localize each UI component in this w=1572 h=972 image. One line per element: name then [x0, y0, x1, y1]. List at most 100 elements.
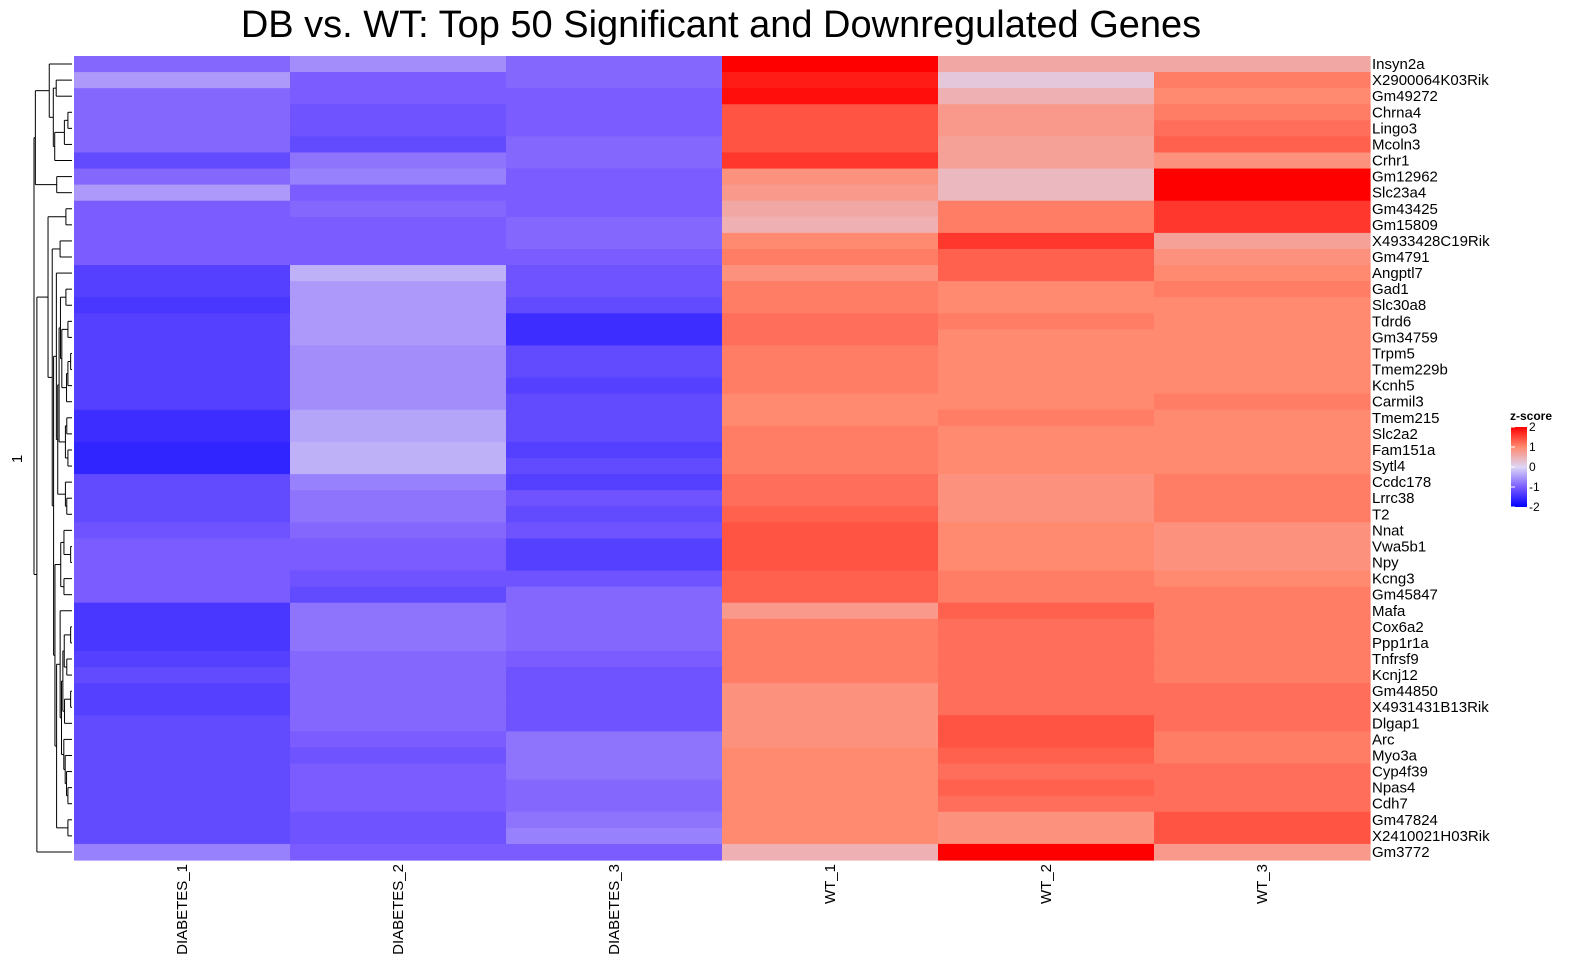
heatmap-cell	[722, 618, 939, 636]
gene-label: Tdrd6	[1372, 313, 1411, 330]
heatmap-cell	[506, 731, 723, 749]
heatmap-cell	[74, 56, 291, 73]
heatmap-cell	[1154, 329, 1371, 347]
heatmap-cell	[290, 538, 507, 556]
heatmap-cell	[74, 779, 291, 797]
heatmap-cell	[722, 216, 939, 234]
heatmap-cell	[1154, 634, 1371, 652]
heatmap-cell	[506, 136, 723, 154]
heatmap-cell	[506, 650, 723, 668]
heatmap-cell	[74, 522, 291, 539]
heatmap-cell	[1154, 554, 1371, 572]
gene-label: Mcoln3	[1372, 136, 1420, 153]
sample-label: DIABETES_3	[606, 864, 623, 955]
heatmap-cell	[722, 506, 939, 523]
heatmap-cell	[722, 313, 939, 330]
heatmap-cell	[1154, 313, 1371, 330]
heatmap-cell	[74, 811, 291, 829]
heatmap-cell	[1154, 522, 1371, 539]
heatmap-cell	[938, 747, 1155, 765]
heatmap-cell	[938, 490, 1155, 507]
heatmap-cell	[1154, 409, 1371, 427]
heatmap-cell	[74, 538, 291, 556]
heatmap-cell	[722, 345, 939, 363]
sample-label: DIABETES_2	[390, 864, 407, 955]
heatmap-cell	[506, 602, 723, 620]
gene-label: Tnfrsf9	[1372, 651, 1419, 668]
gene-labels: Insyn2aX2900064K03RikGm49272Chrna4Lingo3…	[1372, 56, 1490, 861]
heatmap-cell	[290, 699, 507, 716]
heatmap-cell	[290, 425, 507, 443]
heatmap-cell	[1154, 297, 1371, 314]
legend-tick-label: -1	[1529, 480, 1540, 494]
heatmap-cell	[290, 361, 507, 379]
heatmap-cell	[506, 634, 723, 652]
heatmap-cell	[722, 393, 939, 411]
sample-label: WT_1	[822, 864, 839, 904]
heatmap-cell	[74, 490, 291, 507]
heatmap-cell	[290, 248, 507, 266]
heatmap-cell	[506, 120, 723, 137]
heatmap-cell	[290, 216, 507, 234]
heatmap-cell	[722, 168, 939, 186]
gene-label: Gm15809	[1372, 217, 1438, 234]
heatmap-cell	[506, 200, 723, 218]
heatmap-cell	[722, 474, 939, 491]
heatmap-cell	[938, 56, 1155, 73]
heatmap-cell	[1154, 795, 1371, 813]
heatmap-cell	[506, 88, 723, 105]
heatmap-cell	[290, 779, 507, 797]
gene-label: Lingo3	[1372, 120, 1417, 137]
heatmap-cell	[74, 72, 291, 89]
heatmap-cells	[74, 56, 1371, 861]
heatmap-cell	[1154, 281, 1371, 298]
heatmap-cell	[938, 232, 1155, 250]
heatmap-cell	[74, 168, 291, 186]
heatmap-cell	[722, 329, 939, 347]
heatmap-cell	[1154, 667, 1371, 684]
gene-label: Gad1	[1372, 281, 1409, 298]
heatmap-cell	[938, 313, 1155, 330]
heatmap-cell	[290, 715, 507, 732]
heatmap-cell	[290, 393, 507, 411]
heatmap-cell	[938, 650, 1155, 668]
heatmap-cell	[74, 200, 291, 218]
gene-label: T2	[1372, 506, 1390, 523]
heatmap-cell	[1154, 618, 1371, 636]
heatmap-cell	[74, 393, 291, 411]
heatmap-cell	[74, 570, 291, 588]
heatmap-cell	[74, 281, 291, 298]
heatmap-cell	[1154, 232, 1371, 250]
heatmap-cell	[506, 699, 723, 716]
heatmap-cell	[1154, 216, 1371, 234]
sample-label: DIABETES_1	[174, 864, 191, 955]
heatmap-cell	[506, 441, 723, 459]
heatmap-cell	[290, 297, 507, 314]
heatmap-cell	[1154, 506, 1371, 523]
heatmap-cell	[938, 329, 1155, 347]
heatmap-cell	[722, 361, 939, 379]
heatmap-cell	[74, 667, 291, 684]
heatmap-cell	[938, 441, 1155, 459]
heatmap-cell	[1154, 715, 1371, 732]
heatmap-cell	[938, 731, 1155, 749]
heatmap-cell	[506, 281, 723, 298]
heatmap-cell	[722, 586, 939, 604]
heatmap-cell	[938, 265, 1155, 282]
heatmap-cell	[938, 377, 1155, 395]
heatmap-cell	[1154, 393, 1371, 411]
gene-label: Angptl7	[1372, 265, 1423, 282]
gene-label: Crhr1	[1372, 153, 1410, 170]
heatmap-cell	[1154, 490, 1371, 507]
heatmap-cell	[506, 377, 723, 395]
heatmap-cell	[938, 88, 1155, 105]
heatmap-cell	[506, 104, 723, 121]
heatmap-cell	[938, 699, 1155, 716]
heatmap-cell	[938, 667, 1155, 684]
gene-label: X2410021H03Rik	[1372, 828, 1490, 845]
heatmap-cell	[938, 554, 1155, 572]
heatmap-cell	[290, 490, 507, 507]
heatmap-cell	[74, 602, 291, 620]
gene-label: Vwa5b1	[1372, 538, 1426, 555]
heatmap-cell	[722, 538, 939, 556]
